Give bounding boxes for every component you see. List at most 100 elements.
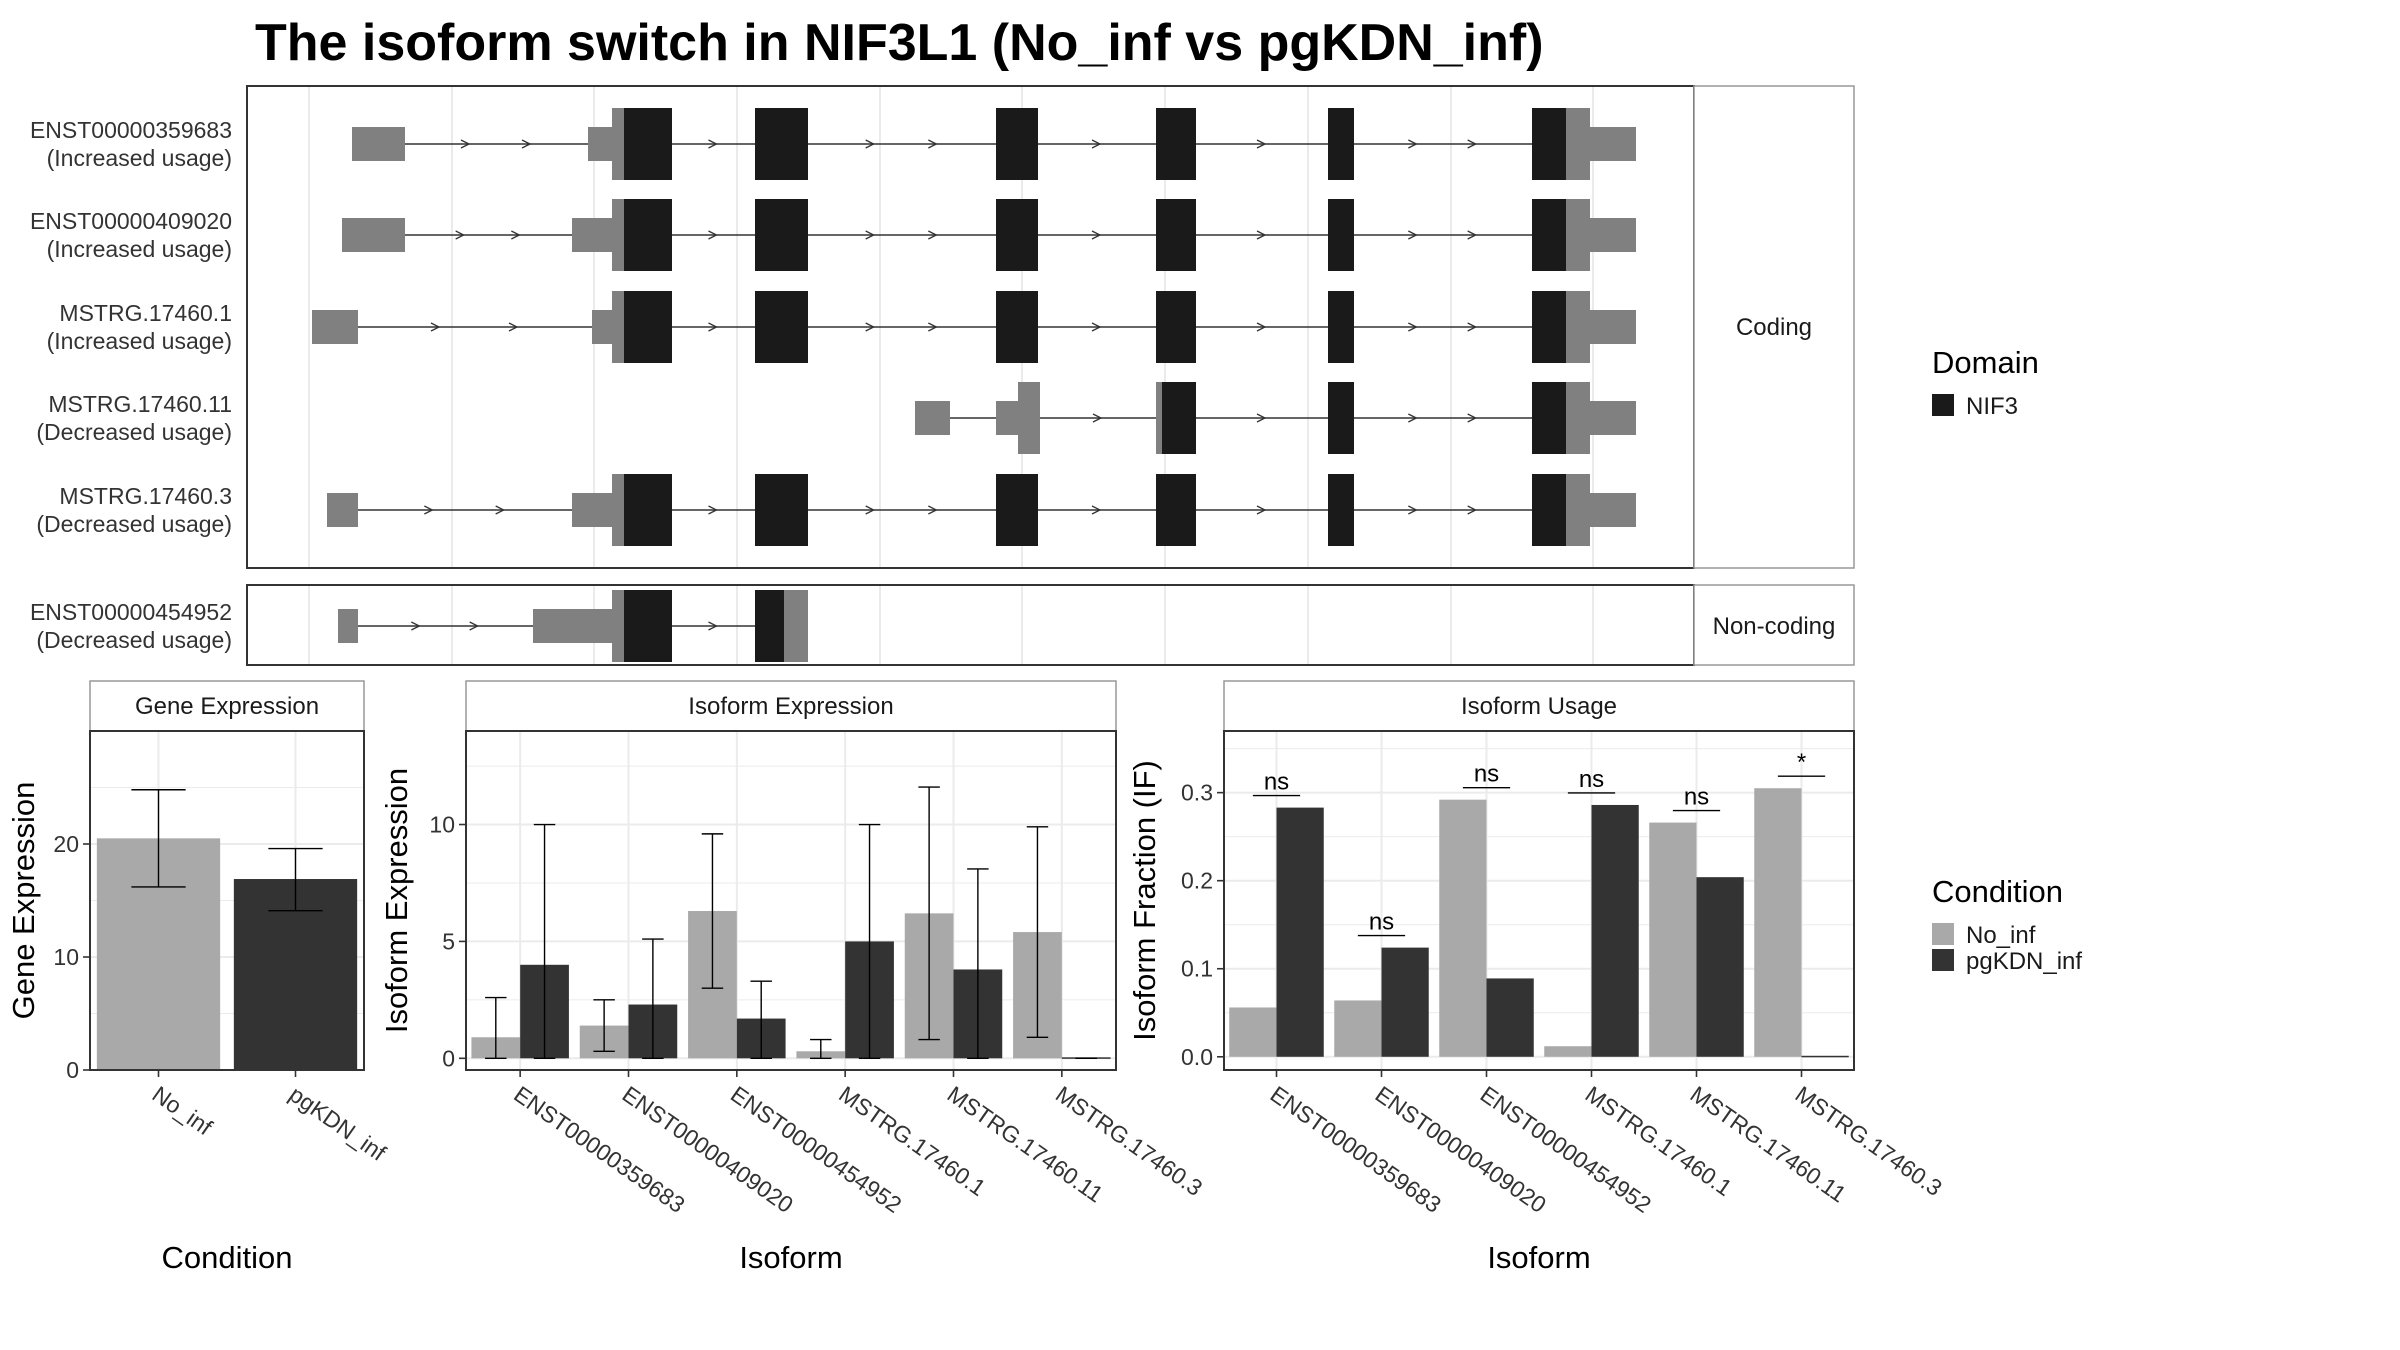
intron-arrow xyxy=(708,505,718,515)
intron-arrow xyxy=(1467,505,1478,515)
coding-exon xyxy=(1566,382,1590,454)
panel-title: Isoform Expression xyxy=(688,693,893,720)
significance-label: ns xyxy=(1264,769,1289,796)
error-bar xyxy=(268,847,323,912)
utr-exon xyxy=(1590,401,1636,435)
utr-exon xyxy=(338,609,358,643)
intron-arrow xyxy=(1467,413,1478,423)
nif3-domain-exon xyxy=(755,199,808,271)
significance-label: ns xyxy=(1684,784,1709,811)
isoform-track-mstrg-17460-3 xyxy=(327,474,1636,546)
nif3-domain-exon xyxy=(1532,291,1566,363)
intron-arrow xyxy=(1256,322,1267,332)
intron-arrow xyxy=(708,621,718,631)
nif3-domain-exon xyxy=(624,590,672,662)
error-bar xyxy=(533,823,556,1060)
nif3-domain-exon xyxy=(1532,108,1566,180)
utr-exon xyxy=(996,401,1018,435)
isoform-id-label: ENST00000454952 xyxy=(30,599,232,625)
error-bar xyxy=(485,996,507,1060)
utr-exon xyxy=(1590,493,1636,527)
nif3-domain-exon xyxy=(1328,474,1354,546)
y-axis-title: Gene Expression xyxy=(6,782,41,1020)
intron-arrow xyxy=(1256,230,1267,240)
nif3-domain-exon xyxy=(1328,108,1354,180)
isoform-expression-panel: Isoform Expression0510ENST00000359683ENS… xyxy=(379,680,1207,1275)
significance-label: * xyxy=(1797,749,1806,776)
nif3-domain-exon xyxy=(1328,382,1354,454)
nif3-domain-exon xyxy=(1156,108,1196,180)
structure-tracks xyxy=(312,108,1636,662)
nif3-domain-exon xyxy=(996,291,1038,363)
panel-border xyxy=(89,730,365,1071)
noncoding-strip-label: Non-coding xyxy=(1713,613,1836,640)
intron-arrow xyxy=(928,139,938,149)
significance-enst00000409020: ns xyxy=(1357,909,1406,937)
utr-exon xyxy=(588,127,612,161)
isoform-track-mstrg-17460-1 xyxy=(312,291,1636,363)
x-tick-label-enst00000359683: ENST00000359683 xyxy=(1266,1081,1446,1218)
coding-exon xyxy=(612,291,624,363)
bar-enst00000359683-pgkdn-inf xyxy=(1276,807,1324,1057)
bar-mstrg-17460-1-pgkdn-inf xyxy=(1591,804,1639,1057)
isoform-structure-panel: Coding Non-coding ENST00000359683(Increa… xyxy=(30,85,1855,666)
significance-enst00000454952: ns xyxy=(1462,761,1511,789)
significance-mstrg-17460-11: ns xyxy=(1672,784,1721,812)
y-tick-label: 0.3 xyxy=(1181,780,1213,806)
intron-arrow xyxy=(708,139,718,149)
isoform-usage-label: (Decreased usage) xyxy=(36,627,232,653)
panel-strip xyxy=(465,680,1117,732)
nif3-domain-exon xyxy=(1328,291,1354,363)
intron-arrow xyxy=(1091,505,1102,515)
error-bar xyxy=(810,1038,832,1060)
intron-arrow xyxy=(1408,322,1418,332)
intron-arrow xyxy=(511,230,521,240)
significance-enst00000359683: ns xyxy=(1252,769,1301,797)
condition-legend-swatch-pgkdn-inf xyxy=(1932,949,1954,971)
x-axis-title: Condition xyxy=(162,1240,293,1275)
significance-label: ns xyxy=(1579,766,1604,793)
y-tick-label: 5 xyxy=(442,928,455,954)
bar-enst00000359683-no-inf xyxy=(1229,1007,1277,1057)
isoform-id-label: ENST00000409020 xyxy=(30,208,232,234)
panel-background xyxy=(466,731,1116,1070)
condition-legend-title: Condition xyxy=(1932,874,2063,909)
utr-exon xyxy=(1590,310,1636,344)
panel-strip xyxy=(89,680,365,732)
error-bar xyxy=(131,789,186,888)
nif3-domain-exon xyxy=(996,474,1038,546)
nif3-domain-exon xyxy=(624,199,672,271)
intron-arrow xyxy=(928,230,938,240)
isoform-usage-label: (Decreased usage) xyxy=(36,511,232,537)
y-axis-title: Isoform Expression xyxy=(379,768,414,1033)
figure-title: The isoform switch in NIF3L1 (No_inf vs … xyxy=(255,14,1544,72)
intron-arrow xyxy=(1408,230,1418,240)
nif3-domain-exon xyxy=(755,108,808,180)
intron-arrow xyxy=(521,139,532,149)
domain-legend-label: NIF3 xyxy=(1966,393,2018,420)
y-tick-label: 10 xyxy=(53,944,79,970)
coding-exon xyxy=(612,474,624,546)
utr-exon xyxy=(342,218,405,252)
nif3-domain-exon xyxy=(755,590,784,662)
error-bar xyxy=(1026,826,1049,1038)
nif3-domain-exon xyxy=(1328,199,1354,271)
gene-expression-panel: Gene Expression 0 10 20 No_inf pgKDN_inf Condi… xyxy=(6,680,391,1275)
noncoding-strip xyxy=(1693,584,1855,666)
utr-exon xyxy=(572,493,612,527)
nif3-domain-exon xyxy=(755,291,808,363)
significance-label: ns xyxy=(1369,909,1394,936)
significance-mstrg-17460-3: * xyxy=(1777,749,1826,777)
bar-enst00000409020-no-inf xyxy=(1334,1000,1382,1057)
intron-arrow xyxy=(928,322,938,332)
intron-arrow xyxy=(1256,413,1267,423)
isoform-id-label: MSTRG.17460.1 xyxy=(59,300,232,326)
utr-exon xyxy=(915,401,950,435)
intron-arrow xyxy=(460,139,471,149)
intron-arrow xyxy=(865,505,876,515)
x-tick-label-enst00000454952: ENST00000454952 xyxy=(1476,1081,1656,1218)
panel-title: Isoform Usage xyxy=(1461,693,1617,720)
panel-title: Gene Expression xyxy=(135,693,319,720)
coding-strip-label: Coding xyxy=(1736,314,1812,341)
